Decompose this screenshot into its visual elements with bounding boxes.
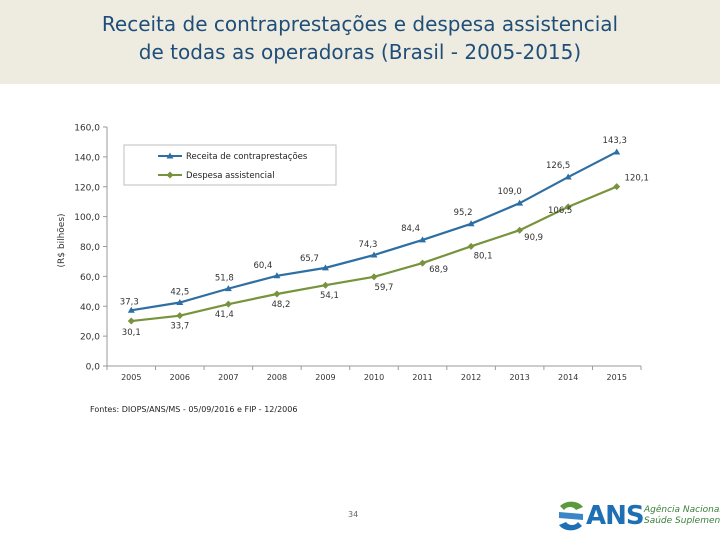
ans-logo-text: ANS (586, 501, 645, 531)
y-tick-label: 0,0 (86, 363, 101, 373)
y-tick-label: 120,0 (74, 183, 100, 193)
data-label: 51,8 (215, 274, 234, 284)
data-label: 95,2 (454, 208, 473, 218)
data-label: 54,1 (320, 291, 339, 301)
y-tick-label: 100,0 (74, 213, 100, 223)
slide-title: Receita de contraprestações e despesa as… (0, 10, 720, 66)
data-point-1 (370, 251, 378, 258)
source-note: Fontes: DIOPS/ANS/MS - 05/09/2016 e FIP … (90, 405, 298, 414)
data-point-2 (370, 273, 378, 281)
data-point-2 (419, 259, 427, 267)
legend-box (123, 144, 337, 186)
slide-title-line-2: de todas as operadoras (Brasil - 2005-20… (138, 40, 582, 64)
data-point-1 (467, 220, 475, 227)
data-point-1 (564, 173, 572, 180)
ans-logo-subtitle-line-2: Saúde Suplementar (644, 516, 720, 526)
x-tick-label: 2007 (218, 373, 238, 382)
data-label: 126,5 (546, 161, 570, 171)
data-label: 90,9 (524, 233, 543, 243)
data-label: 74,3 (359, 240, 378, 250)
page-number: 34 (348, 510, 359, 519)
y-tick-label: 40,0 (80, 303, 100, 313)
x-tick-label: 2015 (607, 373, 627, 382)
data-label: 37,3 (120, 297, 139, 307)
data-label: 42,5 (170, 288, 189, 298)
data-label: 120,1 (625, 174, 649, 184)
x-tick-label: 2008 (267, 373, 287, 382)
data-point-2 (224, 300, 232, 308)
data-point-2 (564, 203, 572, 211)
legend-label-1: Receita de contraprestações (186, 152, 308, 162)
data-label: 106,5 (548, 206, 572, 216)
y-tick-label: 60,0 (80, 273, 100, 283)
data-point-2 (273, 290, 281, 298)
slide-title-line-1: Receita de contraprestações e despesa as… (101, 12, 619, 36)
data-label: 143,3 (603, 136, 627, 146)
x-tick-label: 2012 (461, 373, 481, 382)
x-tick-label: 2011 (412, 373, 432, 382)
data-point-1 (516, 199, 524, 206)
data-label: 80,1 (474, 251, 493, 261)
data-point-2 (613, 183, 621, 191)
y-tick-label: 140,0 (74, 153, 100, 163)
x-tick-label: 2013 (509, 373, 529, 382)
data-point-2 (467, 242, 475, 250)
y-tick-label: 20,0 (80, 333, 100, 343)
data-label: 41,4 (215, 310, 234, 320)
legend-marker-1 (166, 152, 174, 159)
title-banner: Receita de contraprestações e despesa as… (0, 0, 720, 84)
data-point-1 (224, 285, 232, 292)
data-point-2 (321, 281, 329, 289)
x-tick-label: 2009 (315, 373, 335, 382)
y-tick-label: 80,0 (80, 243, 100, 253)
ans-logo-subtitle-line-1: Agência Nacional de (644, 505, 720, 515)
x-tick-label: 2005 (121, 373, 141, 382)
data-label: 68,9 (429, 265, 448, 275)
data-point-1 (419, 236, 427, 243)
x-tick-label: 2014 (558, 373, 578, 382)
data-point-1 (321, 264, 329, 271)
x-tick-label: 2010 (364, 373, 384, 382)
data-label: 109,0 (497, 187, 521, 197)
x-tick-label: 2006 (170, 373, 190, 382)
legend-marker-2 (166, 171, 174, 179)
data-label: 60,4 (253, 261, 272, 271)
y-axis-label: (R$ bilhões) (57, 213, 67, 267)
y-tick-label: 160,0 (74, 124, 100, 134)
data-point-2 (127, 317, 135, 325)
ans-logo-icon (559, 501, 583, 531)
data-point-1 (613, 148, 621, 155)
data-point-2 (176, 312, 184, 320)
data-point-1 (176, 299, 184, 306)
data-point-2 (516, 226, 524, 234)
data-label: 30,1 (122, 328, 141, 338)
data-label: 33,7 (170, 322, 189, 332)
data-label: 48,2 (271, 300, 290, 310)
data-label: 59,7 (375, 283, 394, 293)
ans-logo-subtitle: Agência Nacional de Saúde Suplementar (644, 505, 720, 527)
data-label: 65,7 (300, 254, 319, 264)
data-label: 84,4 (401, 224, 420, 234)
legend-label-2: Despesa assistencial (186, 171, 275, 181)
data-point-1 (127, 306, 135, 313)
data-point-1 (273, 272, 281, 279)
ans-logo: ANS Agência Nacional de Saúde Suplementa… (556, 498, 720, 534)
